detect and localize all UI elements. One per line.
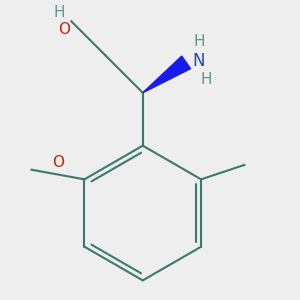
Text: N: N <box>192 52 205 70</box>
Text: H: H <box>201 72 212 87</box>
Text: O: O <box>58 22 70 38</box>
Text: H: H <box>194 34 205 49</box>
Text: H: H <box>54 5 65 20</box>
Text: O: O <box>52 155 64 170</box>
Polygon shape <box>143 56 190 93</box>
